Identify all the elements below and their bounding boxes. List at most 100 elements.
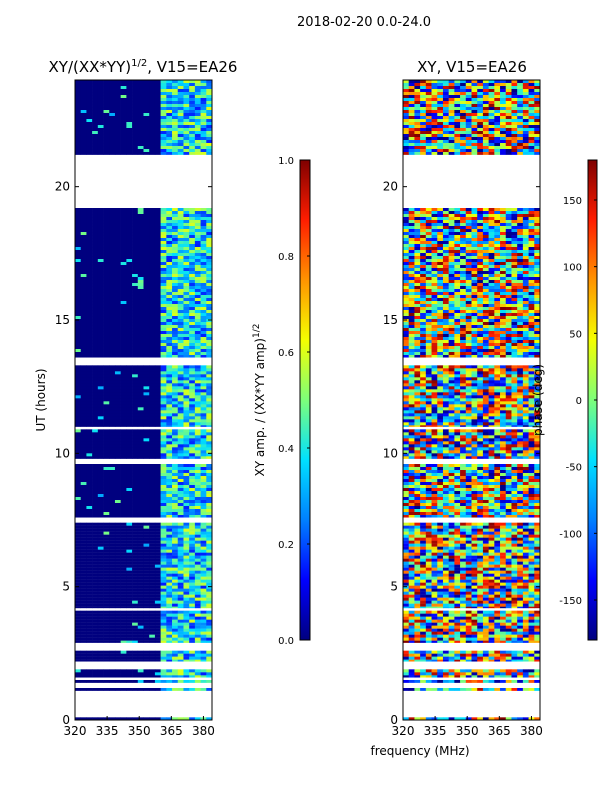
heatmap-cell [206,625,213,629]
heatmap-cell [206,610,213,614]
heatmap-cell [154,386,161,390]
heatmap-cell [183,591,190,595]
heatmap-cell [200,322,207,326]
heatmap-cell [172,473,179,477]
heatmap-cell [160,410,167,414]
heatmap-cell [166,137,173,141]
heatmap-cell [109,606,116,609]
heatmap-cell [154,444,161,448]
heatmap-cell [206,500,213,504]
heatmap-cell [200,522,207,526]
heatmap-cell [206,543,213,547]
heatmap-cell [206,134,213,138]
heatmap-cell [137,464,144,468]
heatmap-cell [200,555,207,559]
heatmap-cell [200,217,207,221]
heatmap-cell [189,211,196,215]
heatmap-row [75,567,213,571]
heatmap-cell [206,717,213,721]
heatmap-cell [414,717,421,721]
heatmap-cell [80,429,87,433]
heatmap-cell [149,588,156,592]
heatmap-cell [177,447,184,451]
heatmap-cell [160,456,167,459]
heatmap-cell [200,110,207,114]
heatmap-cell [80,669,87,673]
heatmap-cell [517,622,524,626]
heatmap-cell [189,325,196,329]
heatmap-cell [154,659,161,662]
heatmap-cell [154,564,161,568]
heatmap-cell [172,613,179,617]
heatmap-cell [200,328,207,332]
heatmap-cell [75,238,82,242]
heatmap-cell [194,352,201,356]
heatmap-cell [103,392,110,396]
heatmap-cell [206,659,213,662]
heatmap-cell [488,631,495,635]
heatmap-cell [126,717,133,721]
heatmap-cell [154,435,161,439]
heatmap-cell [206,143,213,147]
heatmap-cell [166,122,173,126]
heatmap-cell [149,506,156,510]
heatmap-cell [200,432,207,436]
heatmap-cell [200,398,207,402]
heatmap-cell [183,104,190,108]
heatmap-cell [166,232,173,236]
heatmap-cell [177,238,184,242]
heatmap-cell [200,208,207,212]
heatmap-cell [86,95,93,99]
heatmap-cell [126,401,133,405]
heatmap-cell [206,355,213,358]
heatmap-cell [166,441,173,445]
heatmap-cell [103,549,110,553]
heatmap-cell [103,570,110,574]
heatmap-cell [505,680,512,683]
heatmap-cell [80,98,87,102]
heatmap-cell [92,383,99,387]
heatmap-cell [160,340,167,344]
heatmap-cell [103,603,110,607]
heatmap-cell [132,286,139,290]
heatmap-cell [126,567,133,571]
heatmap-cell [80,543,87,547]
heatmap-cell [183,238,190,242]
heatmap-cell [75,425,82,427]
heatmap-row [75,313,213,317]
heatmap-cell [200,416,207,420]
heatmap-cell [143,298,150,302]
heatmap-cell [92,98,99,102]
heatmap-cell [132,137,139,141]
heatmap-cell [126,570,133,574]
heatmap-cell [166,125,173,129]
heatmap-cell [177,435,184,439]
heatmap-cell [517,619,524,623]
heatmap-cell [149,386,156,390]
heatmap-cell [75,500,82,504]
heatmap-cell [92,564,99,568]
heatmap-cell [92,83,99,87]
heatmap-cell [194,552,201,556]
heatmap-cell [511,628,518,632]
heatmap-cell [132,616,139,620]
heatmap-cell [120,377,127,381]
heatmap-cell [75,476,82,480]
heatmap-cell [109,208,116,212]
heatmap-cell [126,438,133,442]
heatmap-row [75,340,213,344]
heatmap-cell [132,464,139,468]
heatmap-cell [75,675,82,678]
heatmap-cell [183,488,190,492]
heatmap-cell [160,549,167,553]
heatmap-cell [460,672,467,676]
heatmap-cell [75,680,82,683]
heatmap-cell [120,543,127,547]
heatmap-cell [177,346,184,350]
heatmap-cell [200,346,207,350]
heatmap-cell [86,392,93,396]
heatmap-cell [200,531,207,535]
heatmap-row [75,637,213,641]
heatmap-cell [114,659,121,662]
heatmap-cell [194,613,201,617]
